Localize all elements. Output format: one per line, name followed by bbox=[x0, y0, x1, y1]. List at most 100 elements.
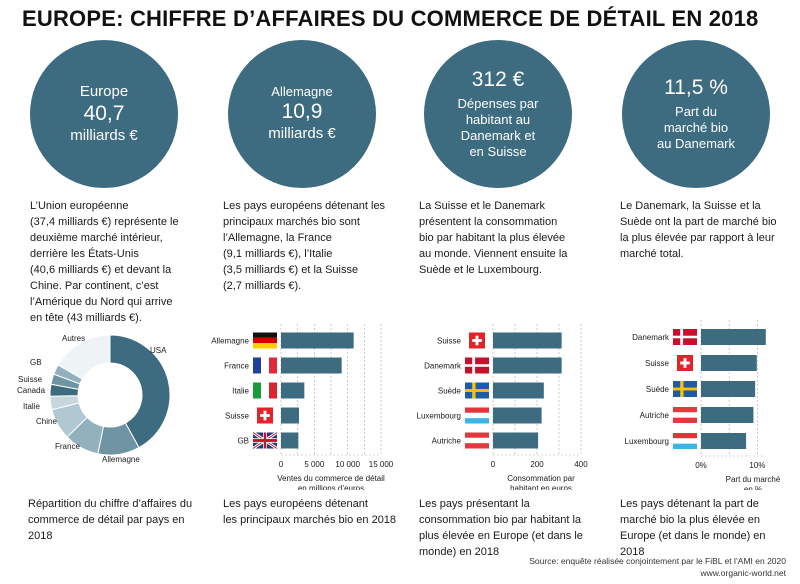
x-tick-label: 15 000 bbox=[369, 460, 394, 469]
category-label: GB bbox=[237, 437, 249, 446]
bar-chart-market-share: 0% 10% Danemark Suisse Suède Autriche Luxembou… bbox=[625, 320, 781, 490]
donut-slice bbox=[109, 334, 171, 449]
paragraph-line: au monde. Viennent ensuite la bbox=[419, 248, 568, 260]
donut-label: Italie bbox=[23, 402, 40, 411]
x-tick-label: 400 bbox=[574, 460, 588, 469]
bar bbox=[281, 332, 354, 349]
bar bbox=[281, 407, 299, 424]
bar bbox=[493, 332, 562, 349]
bar bbox=[281, 382, 305, 399]
bar bbox=[701, 355, 757, 371]
x-tick-label: 0 bbox=[279, 460, 284, 469]
paragraph-line: (2,7 milliards €). bbox=[223, 280, 302, 292]
donut-chart: USA Allemagne France Chine Italie Canada Suiss… bbox=[17, 334, 171, 464]
flag-germany-icon bbox=[253, 332, 277, 349]
x-tick-label: 0 bbox=[491, 460, 496, 469]
donut-label: Suisse bbox=[18, 375, 43, 384]
circle-text-line: habitant au bbox=[465, 112, 531, 127]
flag-austria-icon bbox=[673, 407, 697, 423]
flag-austria-icon bbox=[465, 432, 489, 449]
caption-line: monde) en 2018 bbox=[419, 546, 500, 558]
bar bbox=[701, 381, 756, 397]
caption-bar-3: Les pays détenant la part de marché bio … bbox=[620, 496, 795, 560]
flag-denmark-icon bbox=[673, 329, 697, 345]
bar bbox=[701, 329, 766, 345]
circle-value: 312 € bbox=[471, 68, 525, 91]
source-line: Source: enquête réalisée conjointement p… bbox=[529, 556, 786, 566]
bar-chart-top-markets: 0 5 000 10 000 15 000 Allemagne France Italie S… bbox=[211, 324, 394, 490]
caption-line: consommation bio par habitant la bbox=[419, 514, 582, 526]
circle-text-line: Dépenses par bbox=[457, 96, 539, 111]
circle-unit: milliards € bbox=[268, 125, 336, 142]
paragraph-line: la plus élevée par rapport à leur bbox=[620, 232, 775, 244]
bar bbox=[493, 407, 542, 424]
category-label: Suisse bbox=[437, 337, 462, 346]
paragraph-line: derrière les États-Unis bbox=[30, 248, 139, 260]
category-label: Allemagne bbox=[211, 337, 249, 346]
caption-bar-1: Les pays européens détenant les principa… bbox=[223, 496, 398, 528]
circle-allemagne: Allemagne 10,9 milliards € bbox=[228, 40, 376, 188]
flag-switzerland-icon bbox=[257, 407, 273, 424]
circle-part-marche: 11,5 % Part du marché bio au Danemark bbox=[622, 40, 770, 188]
caption-line: Répartition du chiffre d’affaires du bbox=[28, 498, 193, 510]
category-label: Suisse bbox=[645, 359, 670, 368]
bar bbox=[281, 432, 299, 449]
bar bbox=[281, 357, 342, 374]
category-label: Danemark bbox=[424, 362, 462, 371]
donut-label: GB bbox=[30, 358, 42, 367]
flag-switzerland-icon bbox=[469, 332, 485, 349]
bar bbox=[701, 407, 754, 423]
paragraph-line: Chine. Par continent, c’est bbox=[30, 280, 159, 292]
paragraph-line: l’Amérique du Nord qui arrive bbox=[30, 296, 173, 308]
x-tick-label: 10% bbox=[749, 461, 765, 470]
x-axis-label: Part du marché bbox=[726, 475, 781, 484]
paragraph-line: Suède ont la part de marché bio bbox=[620, 216, 777, 228]
bar bbox=[493, 382, 544, 399]
paragraph-line: deuxième marché intérieur, bbox=[30, 232, 163, 244]
circle-unit: milliards € bbox=[70, 127, 138, 144]
x-axis-label: Consommation par bbox=[507, 474, 575, 483]
flag-switzerland-icon bbox=[677, 355, 693, 371]
caption-line: marché bio la plus élevée en bbox=[620, 514, 761, 526]
caption-line: Les pays présentant la bbox=[419, 498, 530, 510]
circle-value: 11,5 % bbox=[664, 76, 728, 99]
category-label: Autriche bbox=[640, 411, 670, 420]
paragraph-line: (40,6 milliards €) et devant la bbox=[30, 264, 172, 276]
paragraph-europe: L’Union européenne (37,4 milliards €) re… bbox=[30, 198, 202, 326]
paragraph-line: (3,5 milliards €) et la Suisse bbox=[223, 264, 359, 276]
flag-sweden-icon bbox=[673, 381, 697, 397]
page-title: EUROPE: CHIFFRE D’AFFAIRES DU COMMERCE D… bbox=[22, 6, 759, 31]
paragraph-line: en tête (43 milliards €). bbox=[30, 312, 142, 324]
circle-depenses: 312 € Dépenses par habitant au Danemark … bbox=[424, 40, 572, 188]
flag-italy-icon bbox=[253, 382, 277, 399]
donut-slice bbox=[57, 334, 111, 380]
paragraph-depenses: La Suisse et le Danemark présentent la c… bbox=[419, 198, 591, 278]
bar-chart-per-capita: 0 200 400 Suisse Danemark Suède Luxembourg Autr… bbox=[417, 324, 588, 490]
category-label: Luxembourg bbox=[417, 412, 461, 421]
x-tick-label: 200 bbox=[530, 460, 544, 469]
paragraph-line: L’Union européenne bbox=[30, 200, 129, 212]
source-line: www.organic-world.net bbox=[700, 568, 786, 578]
paragraph-line: La Suisse et le Danemark bbox=[419, 200, 545, 212]
category-label: Autriche bbox=[432, 437, 462, 446]
category-label: Danemark bbox=[632, 333, 670, 342]
bar bbox=[701, 433, 747, 449]
paragraph-line: (9,1 milliards €), l’Italie bbox=[223, 248, 333, 260]
circle-text-line: Danemark et bbox=[460, 128, 536, 143]
caption-donut: Répartition du chiffre d’affaires du com… bbox=[28, 496, 203, 544]
caption-line: plus élevée en Europe (et dans le bbox=[419, 530, 583, 542]
paragraph-line: bio par habitant la plus élevée bbox=[419, 232, 566, 244]
x-tick-label: 0% bbox=[695, 461, 707, 470]
circle-value: 40,7 bbox=[83, 102, 125, 125]
x-axis-label: Ventes du commerce de détail bbox=[277, 474, 385, 483]
x-axis-label: en millions d’euros bbox=[298, 484, 364, 490]
caption-line: 2018 bbox=[620, 546, 645, 558]
donut-label: France bbox=[55, 442, 80, 451]
paragraph-line: Suède et le Luxembourg. bbox=[419, 264, 542, 276]
flag-uk-icon bbox=[252, 431, 278, 450]
x-axis-label: habitant en euros bbox=[510, 484, 572, 490]
donut-label: USA bbox=[150, 346, 167, 355]
flag-sweden-icon bbox=[465, 382, 489, 399]
category-label: Italie bbox=[232, 387, 249, 396]
x-tick-label: 5 000 bbox=[304, 460, 325, 469]
